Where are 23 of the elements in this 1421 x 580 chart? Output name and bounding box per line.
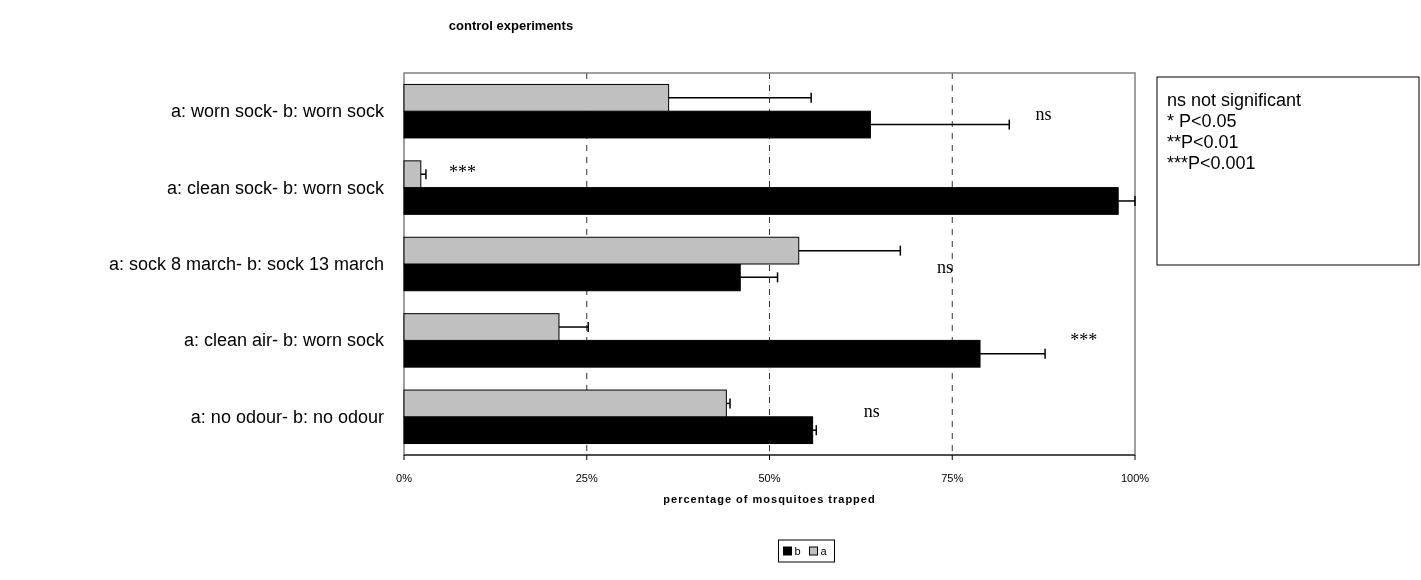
annotation: ***: [448, 161, 476, 182]
annotation: ***: [1070, 330, 1098, 351]
x-axis-title: percentage of mosquitoes trapped: [663, 493, 876, 505]
text: * P<0.05: [1167, 111, 1237, 131]
y-tick-label: a: clean sock- b: worn sock: [166, 177, 385, 198]
text: ns not significant: [1167, 90, 1302, 110]
x-tick-label: 0%: [396, 472, 413, 484]
legend-label: a: [820, 545, 828, 557]
chart-title: control experiments: [448, 18, 574, 33]
text: ***P<0.001: [1167, 153, 1256, 173]
legend-label: b: [794, 545, 801, 557]
x-tick-label: 75%: [941, 472, 964, 484]
x-tick-label: 25%: [575, 472, 598, 484]
text: **P<0.01: [1167, 132, 1239, 152]
y-tick-label: a: no odour- b: no odour: [190, 406, 384, 427]
x-tick-label: 100%: [1120, 472, 1150, 484]
y-tick-label: a: sock 8 march- b: sock 13 march: [108, 254, 384, 274]
annotation: ns: [863, 401, 880, 422]
annotation: ns: [936, 256, 953, 277]
y-tick-label: a: clean air- b: worn sock: [183, 330, 385, 351]
annotation: ns: [1035, 103, 1052, 124]
y-tick-label: a: worn sock- b: worn sock: [170, 101, 385, 122]
x-tick-label: 50%: [758, 472, 781, 484]
